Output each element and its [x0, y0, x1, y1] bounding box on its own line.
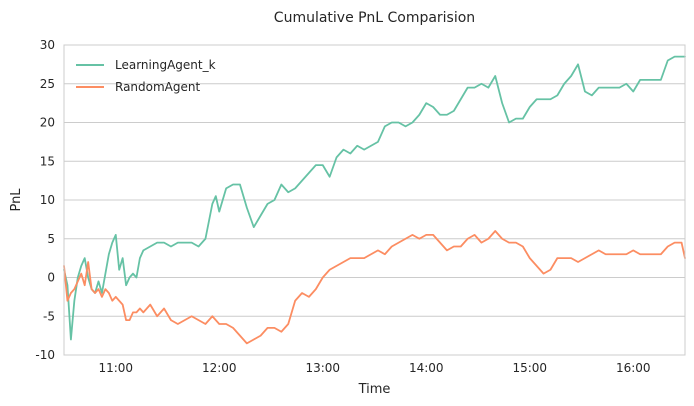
- x-axis-label: Time: [358, 382, 391, 397]
- y-axis-ticks: -10 -5 0 5 10 15 20 25 30: [35, 38, 55, 362]
- x-tick-label: 15:00: [512, 361, 547, 375]
- series-line-0: [63, 55, 686, 341]
- y-tick-label: 25: [40, 77, 55, 91]
- y-tick-label: -10: [35, 348, 55, 362]
- plot-frame: [63, 44, 686, 356]
- x-tick-label: 13:00: [305, 361, 340, 375]
- legend: LearningAgent_k RandomAgent: [76, 58, 216, 94]
- y-tick-label: 15: [40, 154, 55, 168]
- legend-label: RandomAgent: [115, 80, 200, 94]
- y-tick-label: 0: [47, 271, 55, 285]
- x-tick-label: 11:00: [98, 361, 133, 375]
- y-tick-label: -5: [43, 309, 55, 323]
- legend-label: LearningAgent_k: [115, 58, 216, 72]
- y-tick-label: 20: [40, 116, 55, 130]
- chart-title: Cumulative PnL Comparision: [274, 10, 475, 26]
- x-axis-ticks: 11:00 12:00 13:00 14:00 15:00 16:00: [98, 361, 650, 375]
- y-axis-label: PnL: [9, 188, 24, 212]
- x-tick-label: 14:00: [409, 361, 444, 375]
- y-tick-label: 10: [40, 193, 55, 207]
- series-line-1: [63, 230, 686, 345]
- x-tick-label: 12:00: [202, 361, 237, 375]
- y-tick-label: 5: [47, 232, 55, 246]
- y-tick-label: 30: [40, 38, 55, 52]
- x-tick-label: 16:00: [616, 361, 651, 375]
- series-lines: [63, 55, 686, 345]
